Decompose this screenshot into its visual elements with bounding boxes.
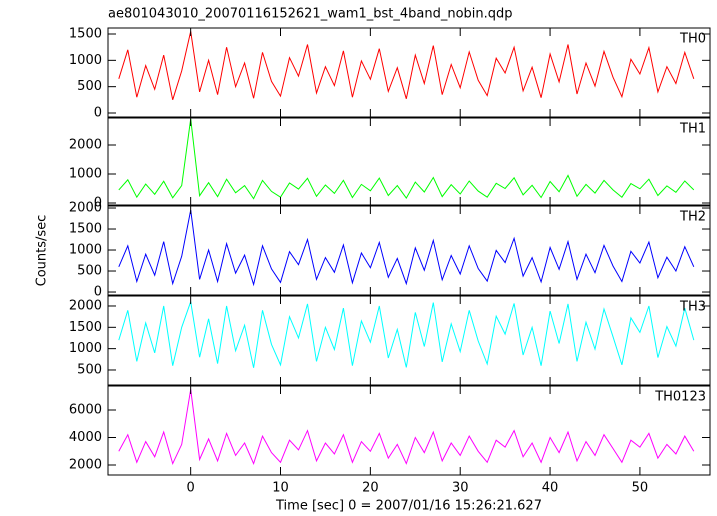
x-tick-label: 20: [362, 481, 379, 496]
panel-frame: [107, 385, 711, 476]
x-tick-label: 0: [187, 481, 195, 496]
panel-label: TH3: [679, 300, 706, 315]
y-tick-label: 2000: [69, 201, 102, 216]
x-tick-label: 10: [272, 481, 289, 496]
y-tick-label: 1500: [69, 27, 102, 42]
panel-frame: [107, 27, 711, 118]
light-curve: [118, 118, 695, 200]
y-tick-label: 1000: [69, 166, 102, 181]
x-tick-label: 30: [452, 481, 469, 496]
chart-title: ae801043010_20070116152621_wam1_bst_4ban…: [108, 7, 513, 22]
y-tick-label: 1000: [69, 341, 102, 356]
y-tick-label: 500: [77, 264, 102, 279]
y-tick-label: 1500: [69, 320, 102, 335]
panel-label: TH0123: [654, 390, 706, 405]
y-tick-label: 0: [94, 195, 102, 210]
y-tick-label: 0: [94, 285, 102, 300]
y-tick-label: 1000: [69, 243, 102, 258]
y-tick-label: 0: [94, 105, 102, 120]
light-curve: [118, 210, 695, 287]
y-tick-label: 2000: [69, 298, 102, 313]
y-tick-label: 1500: [69, 222, 102, 237]
light-curve: [118, 389, 695, 466]
x-tick-label: 50: [632, 481, 649, 496]
panel-frame: [107, 295, 711, 386]
panel-frame: [107, 117, 711, 206]
panel-label: TH1: [679, 122, 706, 137]
panel-frame: [107, 205, 711, 296]
light-curve: [118, 31, 695, 100]
panel-label: TH2: [679, 210, 706, 225]
panel-label: TH0: [679, 32, 706, 47]
y-axis-label: Counts/sec: [35, 215, 50, 287]
y-tick-label: 1000: [69, 53, 102, 68]
x-tick-label: 40: [542, 481, 559, 496]
y-tick-label: 4000: [69, 430, 102, 445]
y-tick-label: 2000: [69, 458, 102, 473]
y-tick-label: 2000: [69, 137, 102, 152]
y-tick-label: 500: [77, 79, 102, 94]
y-tick-label: 6000: [69, 402, 102, 417]
y-tick-label: 500: [77, 362, 102, 377]
light-curve: [118, 301, 695, 368]
x-axis-label: Time [sec] 0 = 2007/01/16 15:26:21.627: [275, 499, 542, 514]
